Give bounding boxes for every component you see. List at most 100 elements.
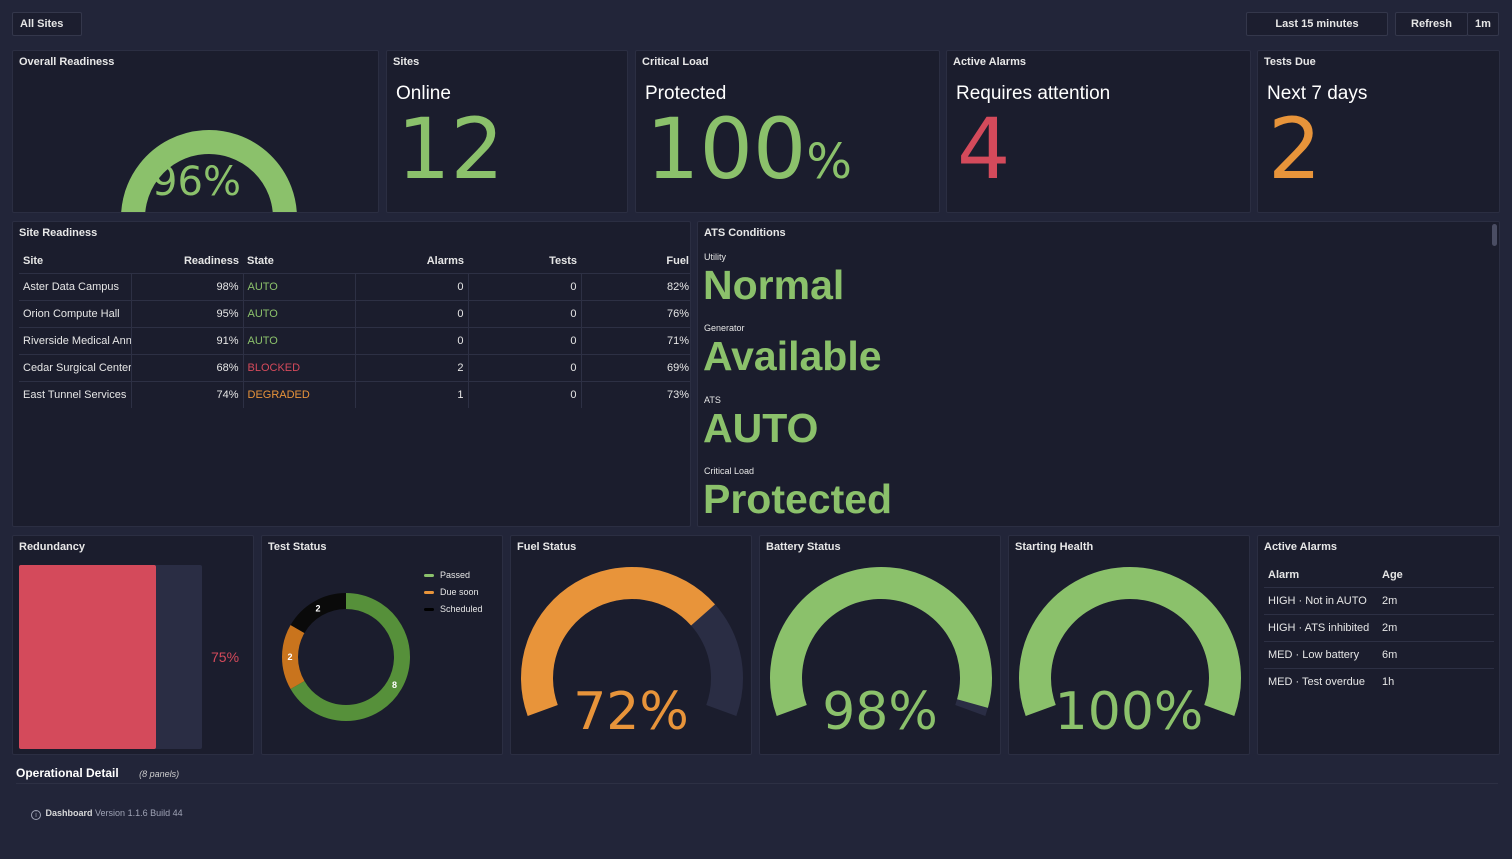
panel-title: Overall Readiness <box>19 56 115 68</box>
starting-health-gauge <box>1019 567 1241 716</box>
cell-age: 2m <box>1378 586 1494 614</box>
stat-subtitle: Online <box>396 83 451 104</box>
cell-readiness: 74% <box>131 380 244 408</box>
row-panel-count: (8 panels) <box>139 769 180 779</box>
column-header-fuel[interactable]: Fuel <box>666 254 689 267</box>
cell-state: AUTO <box>243 326 356 354</box>
time-range-label: Last 15 minutes <box>1275 18 1359 30</box>
legend-label: Passed <box>440 570 471 580</box>
column-header-state[interactable]: State <box>247 254 274 267</box>
gauge-value-arc <box>770 567 992 716</box>
refresh-label: Refresh <box>1411 18 1452 30</box>
cell-alarm: MED · Low battery <box>1264 640 1378 668</box>
legend-item-passed[interactable]: Passed <box>424 570 470 580</box>
column-header-alarms[interactable]: Alarms <box>426 254 464 267</box>
battery-gauge <box>770 567 992 716</box>
stat-value: 12 <box>397 100 504 198</box>
cell-site: Riverside Medical Annex <box>19 326 132 354</box>
cell-fuel: 73% <box>581 380 690 408</box>
stat-value: 100 <box>646 100 807 198</box>
cell-readiness: 68% <box>131 353 244 381</box>
cell-readiness: 95% <box>131 299 244 327</box>
ats-utility-value: Normal <box>703 262 845 308</box>
ats-generator-label: Generator <box>704 323 745 333</box>
table-row[interactable]: Aster Data Campus 98% AUTO 0 0 82% <box>19 272 690 300</box>
stat-subtitle: Protected <box>645 83 727 104</box>
table-row[interactable]: MED · Test overdue 1h <box>1264 667 1494 695</box>
cell-site: Aster Data Campus <box>19 272 132 300</box>
donut-slice-scheduled[interactable] <box>290 593 347 634</box>
footer-brand[interactable]: Dashboard <box>45 808 93 818</box>
cell-site: Orion Compute Hall <box>19 299 132 327</box>
legend-label: Due soon <box>440 587 479 597</box>
row-header-operational-detail[interactable]: Operational Detail (8 panels) <box>16 764 1498 784</box>
column-header-alarm[interactable]: Alarm <box>1268 568 1300 581</box>
ats-utility-label: Utility <box>704 252 726 262</box>
cell-tests: 0 <box>468 353 582 381</box>
gauge-value-arc <box>1019 567 1241 716</box>
refresh-button[interactable]: Refresh <box>1395 12 1468 36</box>
legend-item-scheduled[interactable]: Scheduled <box>424 604 483 614</box>
cell-readiness: 98% <box>131 272 244 300</box>
time-range-picker[interactable]: Last 15 minutes <box>1246 12 1388 36</box>
column-header-site[interactable]: Site <box>23 254 44 267</box>
site-filter-select[interactable]: All Sites <box>12 12 82 36</box>
gauge-value: 98% <box>822 682 938 742</box>
cell-age: 2m <box>1378 613 1494 641</box>
panel-title: Fuel Status <box>517 541 577 553</box>
legend-swatch <box>424 574 434 578</box>
cell-state: BLOCKED <box>243 353 356 381</box>
stat-unit: % <box>806 134 852 190</box>
critical-load-panel: Critical Load Protected 100% <box>635 50 940 213</box>
refresh-interval-label: 1m <box>1475 18 1491 30</box>
cell-alarms: 0 <box>355 326 469 354</box>
gauge-value: 72% <box>573 682 689 742</box>
cell-state: DEGRADED <box>243 380 356 408</box>
ats-critical-load-value: Protected <box>703 476 893 522</box>
site-readiness-panel: Site Readiness Site Readiness State Alar… <box>12 221 691 527</box>
table-row[interactable]: East Tunnel Services 74% DEGRADED 1 0 73% <box>19 380 690 408</box>
overall-readiness-gauge <box>121 130 297 212</box>
table-row[interactable]: Orion Compute Hall 95% AUTO 0 0 76% <box>19 299 690 327</box>
column-header-tests[interactable]: Tests <box>549 254 577 267</box>
cell-age: 6m <box>1378 640 1494 668</box>
panel-title: Test Status <box>268 541 327 553</box>
redundancy-bar-fill <box>19 565 156 749</box>
cell-alarms: 0 <box>355 299 469 327</box>
table-row[interactable]: HIGH · ATS inhibited 2m <box>1264 613 1494 641</box>
stat-value: 4 <box>957 100 1011 198</box>
table-row[interactable]: HIGH · Not in AUTO 2m <box>1264 586 1494 614</box>
active-alarms-panel: Active Alarms Alarm Age HIGH · Not in AU… <box>1257 535 1500 755</box>
redundancy-value: 75% <box>211 649 240 665</box>
gauge-value-arc <box>121 130 297 212</box>
scrollbar[interactable] <box>1492 224 1497 246</box>
active-alarms-table: Alarm Age HIGH · Not in AUTO 2m HIGH · ATS… <box>1264 563 1494 695</box>
donut-label: 2 <box>315 604 320 614</box>
refresh-interval-select[interactable]: 1m <box>1467 12 1499 36</box>
gauge-value: 100% <box>1054 682 1204 742</box>
table-row[interactable]: Cedar Surgical Center 68% BLOCKED 2 0 69% <box>19 353 690 381</box>
donut-slice-due-soon[interactable] <box>282 625 305 689</box>
legend-item-due-soon[interactable]: Due soon <box>424 587 479 597</box>
cell-state: AUTO <box>243 299 356 327</box>
cell-alarms: 0 <box>355 272 469 300</box>
cell-alarms: 1 <box>355 380 469 408</box>
cell-fuel: 69% <box>581 353 690 381</box>
starting-health-panel: Starting Health 100% <box>1008 535 1250 755</box>
test-status-panel: Test Status 8 2 2 Passed Due soon Schedule… <box>261 535 503 755</box>
table-row[interactable]: MED · Low battery 6m <box>1264 640 1494 668</box>
overall-readiness-panel: Overall Readiness 96% <box>12 50 379 213</box>
stat-value: 2 <box>1268 100 1322 198</box>
active-alarms-stat-panel: Active Alarms Requires attention 4 <box>946 50 1251 213</box>
table-header-row: Alarm Age <box>1264 563 1494 587</box>
panel-title: Battery Status <box>766 541 841 553</box>
panel-title: Tests Due <box>1264 56 1316 68</box>
donut-slice-passed[interactable] <box>290 593 410 721</box>
cell-site: East Tunnel Services <box>19 380 132 408</box>
cell-tests: 0 <box>468 380 582 408</box>
column-header-readiness[interactable]: Readiness <box>183 254 239 267</box>
column-header-age[interactable]: Age <box>1382 568 1403 581</box>
stat-value-wrap: 100% <box>646 107 852 191</box>
panel-title: Redundancy <box>19 541 86 553</box>
